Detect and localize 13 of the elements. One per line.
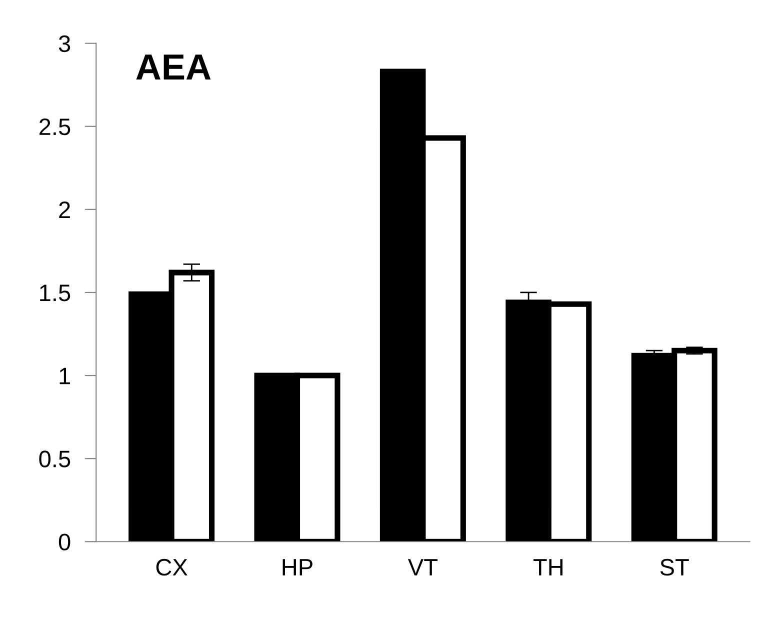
x-tick-label: CX bbox=[156, 558, 188, 576]
y-tick-label: 2 bbox=[59, 201, 70, 218]
x-tick-label: TH bbox=[533, 559, 562, 576]
y-tick-label: 3 bbox=[58, 35, 70, 52]
y-tick-label: 1.5 bbox=[40, 284, 70, 302]
y-tick-label: 0.5 bbox=[39, 450, 70, 468]
x-tick-label: VT bbox=[408, 559, 438, 576]
x-tick-label: HP bbox=[282, 559, 312, 576]
y-tick-label: 2.5 bbox=[39, 118, 70, 136]
x-tick-label: ST bbox=[660, 558, 689, 576]
chart-title: AEA bbox=[136, 54, 211, 80]
y-tick-label: 0 bbox=[58, 534, 70, 550]
y-tick-label: 1 bbox=[60, 368, 70, 384]
